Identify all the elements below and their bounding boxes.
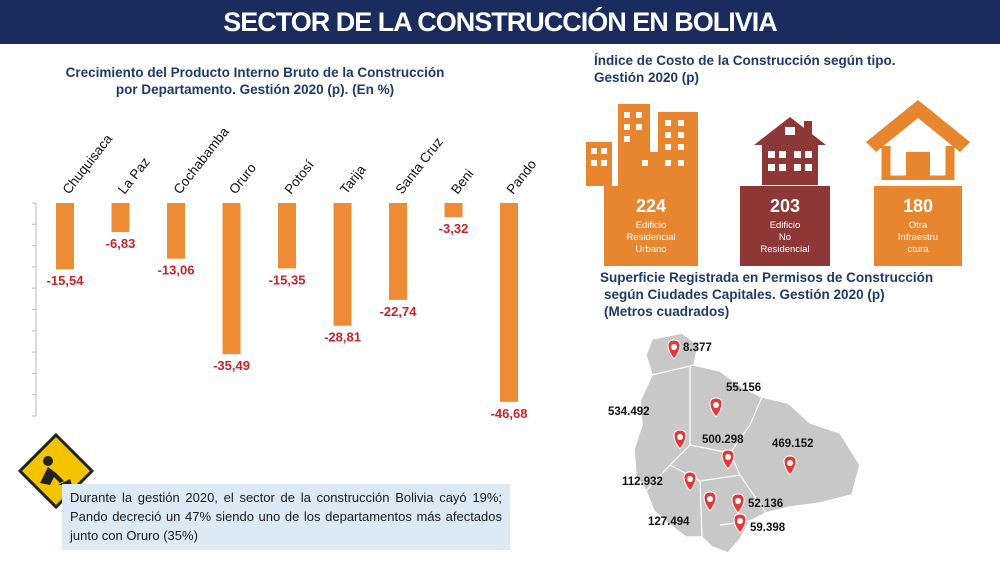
summary-note-text: Durante la gestión 2020, el sector de la… [70,490,502,543]
value-label: -15,54 [47,273,85,288]
map-value-label: 59.398 [750,522,786,534]
summary-note: Durante la gestión 2020, el sector de la… [62,484,510,550]
index-card-non-residential: 203 Edificio No Residencial [740,186,830,266]
map-value-label: 534.492 [608,406,650,418]
index-label-line: Otra [908,220,928,231]
index-value: 224 [635,196,667,216]
index-label-line: No [778,232,792,243]
category-label: Potosí [282,157,318,197]
index-label-line: Urbano [635,244,667,255]
location-pin-icon [731,493,745,514]
category-label: Beni [448,166,476,197]
bar-chart-title-line1: Crecimiento del Producto Interno Bruto d… [65,65,445,80]
bar [278,203,296,269]
index-card-residential: 224 Edificio Residencial Urbano [604,186,698,266]
category-label: Cochabamba [171,124,233,197]
value-label: -28,81 [324,330,361,345]
value-label: -6,83 [106,236,136,251]
index-label-line: ctura [907,244,929,255]
category-label: Chuquisaca [60,131,116,197]
bar-chart-title-line2: por Departamento. Gestión 2020 (p). (En … [115,82,395,97]
location-pin-icon [683,471,697,492]
bar [222,203,241,355]
index-value: 180 [902,196,934,216]
apartment-buildings-icon [586,104,698,186]
bar [444,203,463,218]
location-pin-icon [703,491,717,512]
page-banner: SECTOR DE LA CONSTRUCCIÓN EN BOLIVIA [0,0,1000,44]
bar-chart: Chuquisaca -15,54 La Paz -6,83 Cochabamba -13… [32,124,540,421]
category-label: Tarija [337,162,369,197]
value-label: -13,06 [158,263,195,278]
map-value-label: 127.494 [648,516,690,528]
map-value-label: 112.932 [622,476,663,488]
location-pin-icon [673,429,687,450]
category-label: La Paz [115,154,153,197]
bar [500,203,518,402]
index-title-line1: Índice de Costo de la Construcción según… [594,53,896,68]
bar [56,203,74,270]
index-value: 203 [769,196,801,216]
map-title-line1: Superficie Registrada en Permisos de Con… [600,270,934,285]
map-value-label: 469.152 [772,438,814,450]
location-pin-icon [709,397,723,418]
index-title-line2: Gestión 2020 (p) [594,70,700,85]
map-value-label: 8.377 [683,342,712,354]
house-outline-icon [866,100,970,180]
value-label: -22,74 [380,304,418,319]
value-label: -15,35 [269,272,306,287]
map-value-label: 52.136 [748,498,783,510]
category-label: Santa Cruz [393,134,447,197]
index-label-line: Residencial [626,232,676,243]
index-label-line: Edificio [769,220,801,231]
map-value-label: 55.156 [726,382,761,394]
bar [389,203,407,300]
value-label: -35,49 [213,358,250,373]
map-title: Superficie Registrada en Permisos de Con… [600,269,1000,320]
index-title: Índice de Costo de la Construcción según… [594,52,994,86]
page-title: SECTOR DE LA CONSTRUCCIÓN EN BOLIVIA [223,6,778,37]
index-card-other: 180 Otra Infraestru ctura [874,186,962,266]
index-label-line: Edificio [635,220,667,231]
value-label: -46,68 [491,406,528,421]
map-value-label: 500.298 [702,434,744,446]
category-label: Pando [504,157,540,197]
index-label-line: Residencial [760,244,810,255]
map-title-line3: (Metros cuadrados) [604,304,730,319]
location-pin-icon [667,339,681,360]
brick-house-icon [754,117,826,185]
bar [333,203,352,326]
location-pin-icon [733,513,747,534]
map-title-line2: según Ciudades Capitales. Gestión 2020 (… [604,287,885,302]
index-label-line: Infraestru [897,232,939,243]
location-pin-icon [721,449,735,470]
location-pin-icon [783,455,797,476]
category-label: Oruro [226,160,259,196]
department-borders [645,364,767,538]
bar [167,203,185,259]
bolivia-map: 8.377 55.156 534.492 500.298 469.152 112.932 5… [608,332,861,554]
bar-chart-title: Crecimiento del Producto Interno Bruto d… [30,64,480,98]
value-label: -3,32 [439,221,469,236]
bar [111,203,130,233]
